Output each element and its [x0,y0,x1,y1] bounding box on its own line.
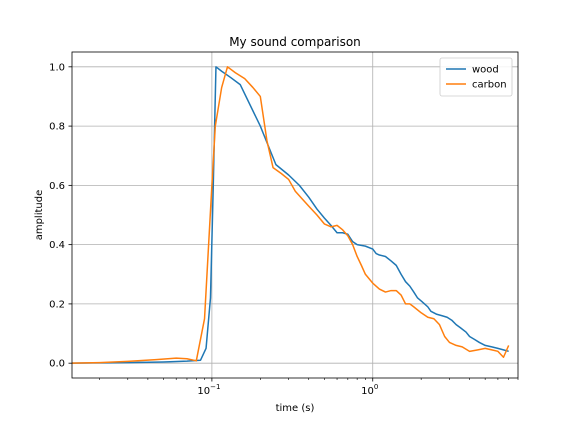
x-axis-label: time (s) [276,403,315,414]
series-line-wood [72,66,509,364]
x-tick-label: 10−1 [197,383,220,397]
series-layer [72,66,510,364]
y-axis-label: amplitude [34,190,45,241]
x-tick-label: 100 [361,383,378,397]
legend-label-carbon: carbon [472,80,507,91]
y-tick-label: 0.4 [49,240,65,251]
y-tick-label: 0.6 [49,181,65,192]
grid [72,52,518,378]
x-tick-exponent: 0 [374,383,378,391]
chart-title: My sound comparison [229,35,361,49]
y-tick-label: 0.0 [49,359,65,370]
plot-frame [71,51,519,379]
legend-label-wood: wood [472,65,499,76]
y-tick-label: 0.8 [49,122,65,133]
ticks: 10−1 100 0.0 0.2 0.4 0.6 0.8 1.0 [49,62,519,397]
legend: wood carbon [439,57,513,97]
y-tick-label: 1.0 [49,62,65,73]
series-line-carbon [72,66,510,364]
x-tick-exponent: −1 [210,383,220,391]
y-tick-label: 0.2 [49,299,65,310]
legend-box [439,57,513,97]
